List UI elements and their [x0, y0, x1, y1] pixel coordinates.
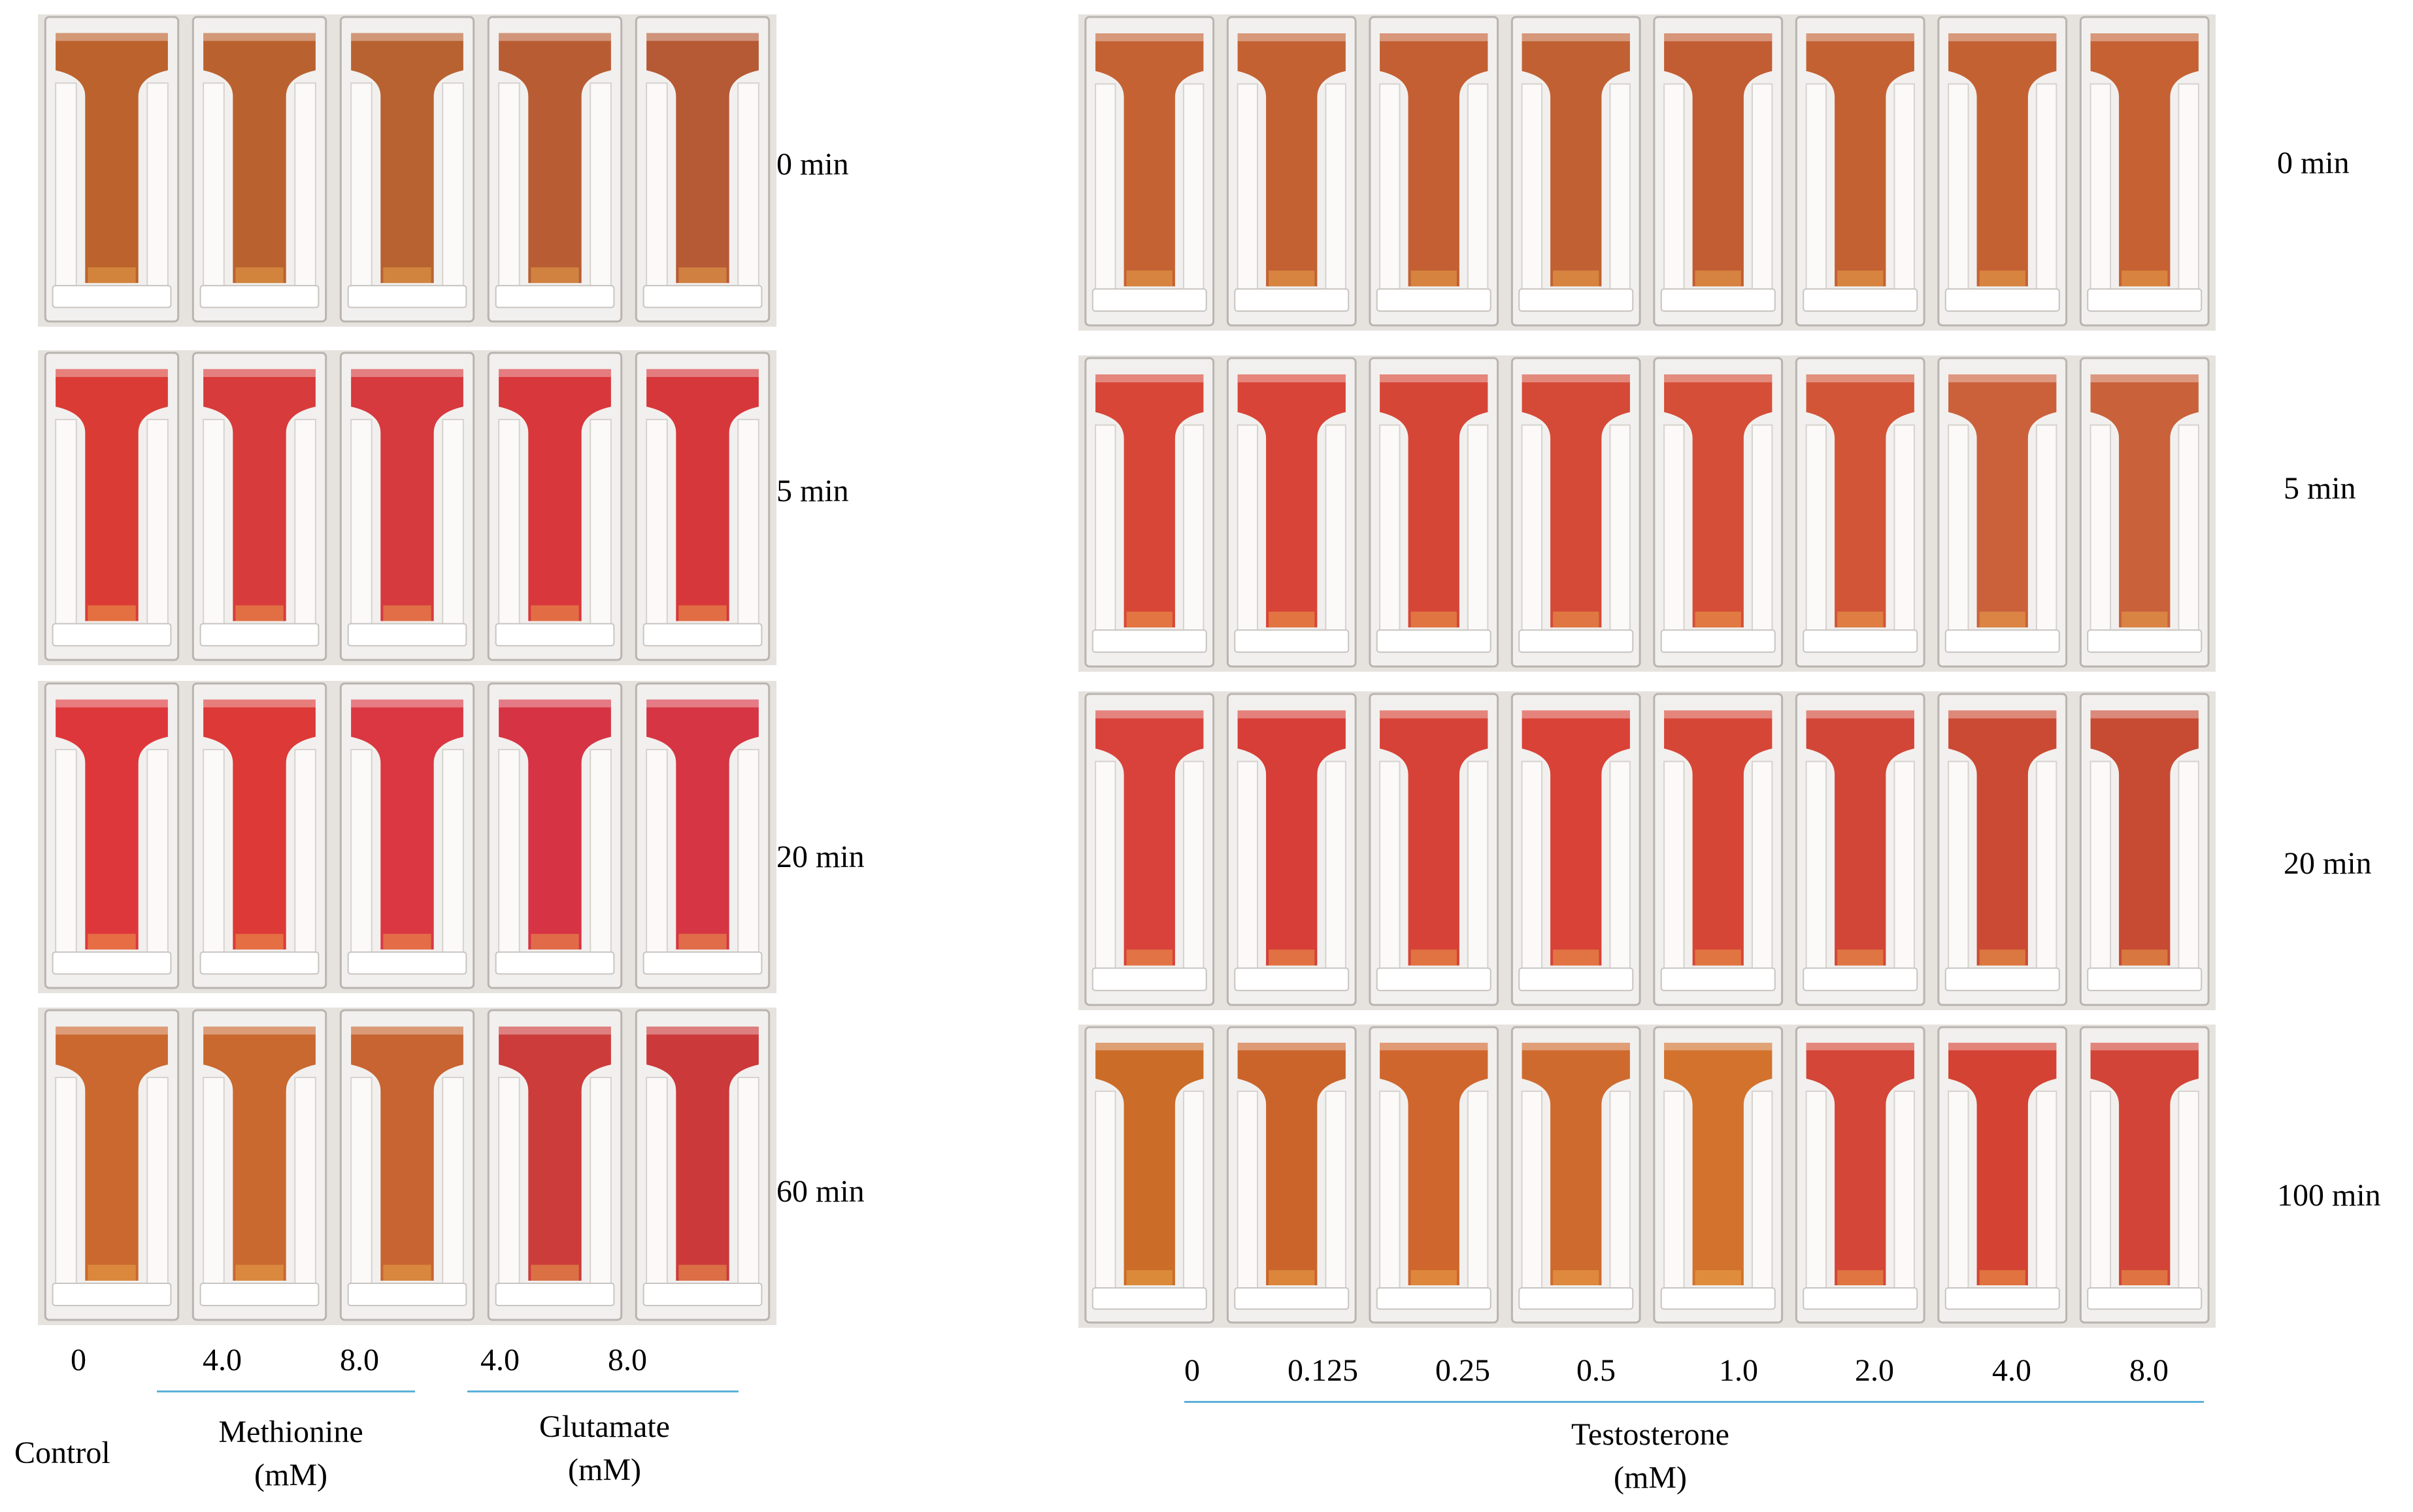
right-cuvette-2-5: [1795, 693, 1925, 1006]
left-photo-row-0: [38, 14, 776, 327]
left-cuvette-0-2: [339, 16, 475, 323]
left-cuvette-0-4: [635, 16, 771, 323]
right-conc-2: 0.25: [1435, 1353, 1490, 1388]
left-time-label-3: 60 min: [776, 1174, 865, 1209]
right-cuvette-0-3: [1510, 16, 1641, 327]
right-cuvette-2-6: [1937, 693, 2068, 1006]
right-photo-row-2: [1078, 691, 2216, 1010]
left-conc-1: 4.0: [203, 1343, 242, 1377]
right-cuvette-3-6: [1937, 1026, 2068, 1324]
right-cuvette-3-2: [1369, 1026, 1499, 1324]
control-label: Control: [14, 1436, 110, 1470]
left-cuvette-0-0: [44, 16, 180, 323]
left-cuvette-1-1: [191, 352, 327, 661]
methionine-unit: (mM): [254, 1458, 327, 1492]
right-cuvette-0-2: [1369, 16, 1499, 327]
left-cuvette-0-3: [487, 16, 623, 323]
right-cuvette-2-1: [1226, 693, 1357, 1006]
left-cuvette-3-4: [635, 1009, 771, 1321]
right-cuvette-2-7: [2079, 693, 2210, 1006]
right-cuvette-2-2: [1369, 693, 1499, 1006]
left-cuvette-2-4: [635, 682, 771, 989]
right-photo-row-3: [1078, 1025, 2216, 1328]
right-cuvette-0-7: [2079, 16, 2210, 327]
right-cuvette-1-7: [2079, 357, 2210, 668]
left-cuvette-3-1: [191, 1009, 327, 1321]
left-cuvette-1-3: [487, 352, 623, 661]
right-cuvette-1-5: [1795, 357, 1925, 668]
right-cuvette-1-0: [1084, 357, 1215, 668]
glutamate-underline: [467, 1390, 739, 1392]
left-cuvette-2-1: [191, 682, 327, 989]
testosterone-underline: [1184, 1401, 2204, 1403]
right-photo-row-1: [1078, 355, 2216, 672]
right-cuvette-0-5: [1795, 16, 1925, 327]
right-cuvette-1-4: [1653, 357, 1784, 668]
right-cuvette-2-0: [1084, 693, 1215, 1006]
right-time-label-2: 20 min: [2284, 846, 2372, 881]
left-time-label-2: 20 min: [776, 840, 865, 874]
right-time-label-0: 0 min: [2277, 146, 2350, 180]
methionine-underline: [157, 1390, 415, 1392]
left-cuvette-0-1: [191, 16, 327, 323]
right-cuvette-2-3: [1510, 693, 1641, 1006]
right-conc-4: 1.0: [1719, 1353, 1758, 1388]
left-conc-0: 0: [71, 1343, 86, 1377]
left-conc-3: 4.0: [480, 1343, 520, 1377]
left-cuvette-2-0: [44, 682, 180, 989]
right-conc-7: 8.0: [2129, 1353, 2169, 1388]
right-cuvette-3-3: [1510, 1026, 1641, 1324]
left-cuvette-2-3: [487, 682, 623, 989]
right-cuvette-3-4: [1653, 1026, 1784, 1324]
right-photo-row-0: [1078, 14, 2216, 331]
right-conc-6: 4.0: [1992, 1353, 2031, 1388]
left-photo-row-2: [38, 681, 776, 993]
right-conc-3: 0.5: [1576, 1353, 1616, 1388]
left-cuvette-1-4: [635, 352, 771, 661]
left-cuvette-3-0: [44, 1009, 180, 1321]
methionine-label: Methionine: [218, 1415, 363, 1449]
right-cuvette-1-6: [1937, 357, 2068, 668]
left-cuvette-1-0: [44, 352, 180, 661]
left-photo-row-1: [38, 350, 776, 665]
right-time-label-3: 100 min: [2277, 1178, 2381, 1213]
right-cuvette-1-1: [1226, 357, 1357, 668]
right-conc-1: 0.125: [1288, 1353, 1358, 1388]
right-cuvette-3-7: [2079, 1026, 2210, 1324]
left-cuvette-3-3: [487, 1009, 623, 1321]
left-cuvette-2-2: [339, 682, 475, 989]
testosterone-label: Testosterone: [1571, 1417, 1729, 1452]
left-cuvette-3-2: [339, 1009, 475, 1321]
left-photo-row-3: [38, 1008, 776, 1325]
right-conc-5: 2.0: [1855, 1353, 1894, 1388]
left-cuvette-1-2: [339, 352, 475, 661]
left-conc-2: 8.0: [340, 1343, 379, 1377]
right-cuvette-3-0: [1084, 1026, 1215, 1324]
right-cuvette-0-1: [1226, 16, 1357, 327]
left-time-label-0: 0 min: [776, 147, 849, 182]
testosterone-unit: (mM): [1614, 1460, 1687, 1495]
right-cuvette-1-3: [1510, 357, 1641, 668]
glutamate-label: Glutamate: [539, 1409, 670, 1444]
right-cuvette-1-2: [1369, 357, 1499, 668]
right-conc-0: 0: [1184, 1353, 1200, 1388]
right-cuvette-3-5: [1795, 1026, 1925, 1324]
left-conc-4: 8.0: [608, 1343, 647, 1377]
glutamate-unit: (mM): [568, 1453, 641, 1487]
right-cuvette-2-4: [1653, 693, 1784, 1006]
right-time-label-1: 5 min: [2284, 471, 2356, 506]
right-cuvette-0-4: [1653, 16, 1784, 327]
left-time-label-1: 5 min: [776, 474, 849, 508]
right-cuvette-3-1: [1226, 1026, 1357, 1324]
right-cuvette-0-6: [1937, 16, 2068, 327]
right-cuvette-0-0: [1084, 16, 1215, 327]
